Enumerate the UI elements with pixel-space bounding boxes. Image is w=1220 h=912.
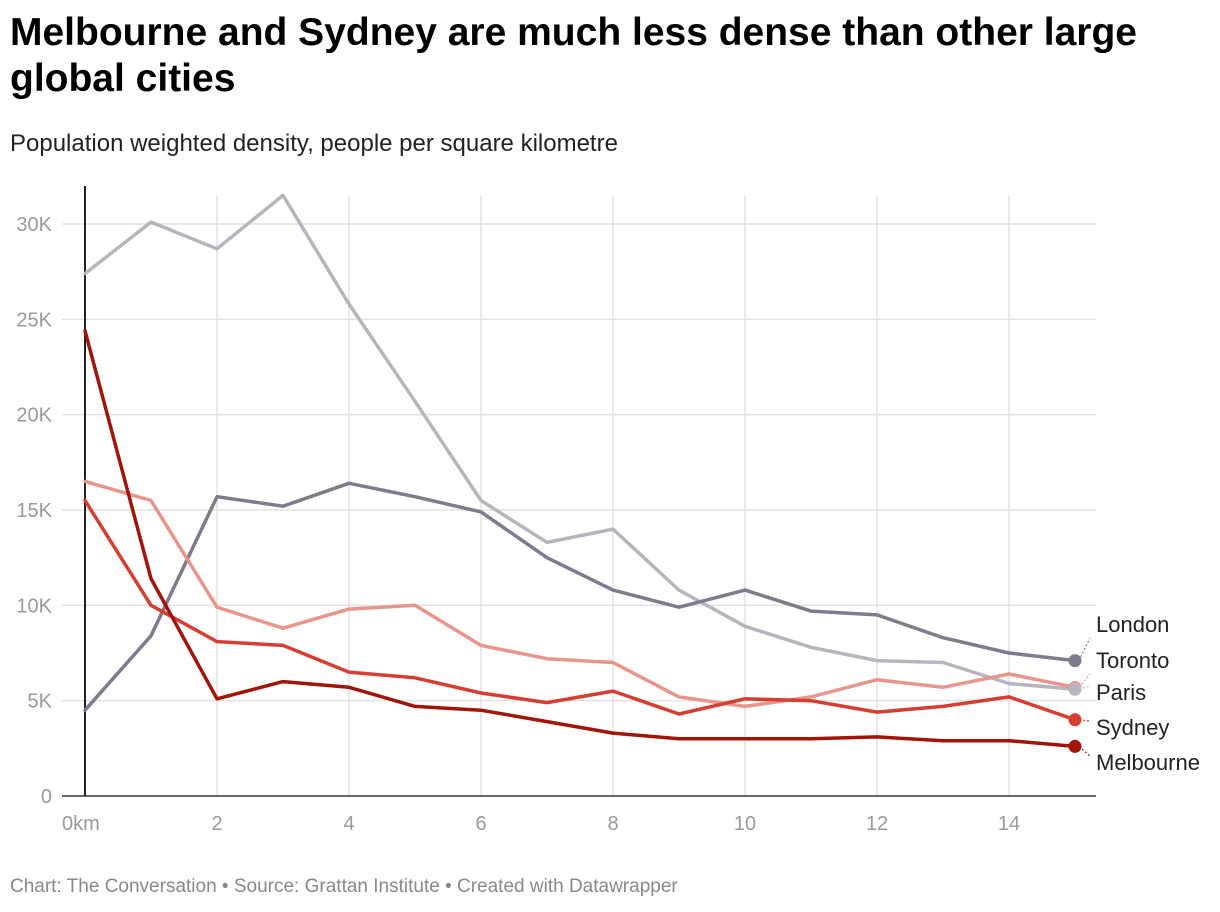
axes: 0 5K 10K 15K 20K 25K 30K 0km 2 4 6 8 10 12 14 xyxy=(16,186,1096,835)
chart-footer: Chart: The Conversation • Source: Gratta… xyxy=(10,876,678,897)
series-line-london xyxy=(83,481,1077,712)
series-label-toronto: Toronto xyxy=(1096,648,1169,673)
x-tick-label: 14 xyxy=(998,813,1020,835)
x-tick-label: 8 xyxy=(607,813,618,835)
y-tick-label: 0 xyxy=(41,786,52,808)
x-tick-label: 12 xyxy=(866,813,888,835)
y-tick-label: 30K xyxy=(16,214,52,236)
series-label-melbourne: Melbourne xyxy=(1096,750,1200,775)
series-lines xyxy=(83,193,1077,749)
series-label-paris: Paris xyxy=(1096,680,1146,705)
x-tick-label: 10 xyxy=(734,813,756,835)
series-line-paris xyxy=(83,193,1077,691)
series-label-sydney: Sydney xyxy=(1096,715,1169,740)
chart-title: Melbourne and Sydney are much less dense… xyxy=(10,11,1137,100)
y-tick-label: 20K xyxy=(16,405,52,427)
leader-line-toronto xyxy=(1078,673,1091,688)
x-tick-label: 2 xyxy=(211,813,222,835)
x-tick-label: 4 xyxy=(343,813,354,835)
end-dot-paris xyxy=(1068,682,1082,696)
series-line-sydney xyxy=(83,498,1077,722)
series-labels: London Toronto Paris Sydney Melbourne xyxy=(1068,612,1200,775)
end-dot-melbourne xyxy=(1068,739,1082,753)
y-tick-label: 10K xyxy=(16,595,52,617)
series-line-melbourne xyxy=(83,329,1077,749)
end-dot-sydney xyxy=(1068,713,1082,727)
y-tick-label: 15K xyxy=(16,500,52,522)
y-tick-label: 5K xyxy=(28,691,53,713)
series-label-london: London xyxy=(1096,612,1169,637)
end-dot-london xyxy=(1068,654,1082,668)
leader-line-melbourne xyxy=(1078,745,1091,757)
leader-line-london xyxy=(1078,637,1091,661)
series-line-toronto xyxy=(83,479,1077,709)
x-tick-label: 0km xyxy=(62,813,100,835)
x-tick-label: 6 xyxy=(475,813,486,835)
chart-subtitle: Population weighted density, people per … xyxy=(10,130,618,157)
y-tick-label: 25K xyxy=(16,309,52,331)
